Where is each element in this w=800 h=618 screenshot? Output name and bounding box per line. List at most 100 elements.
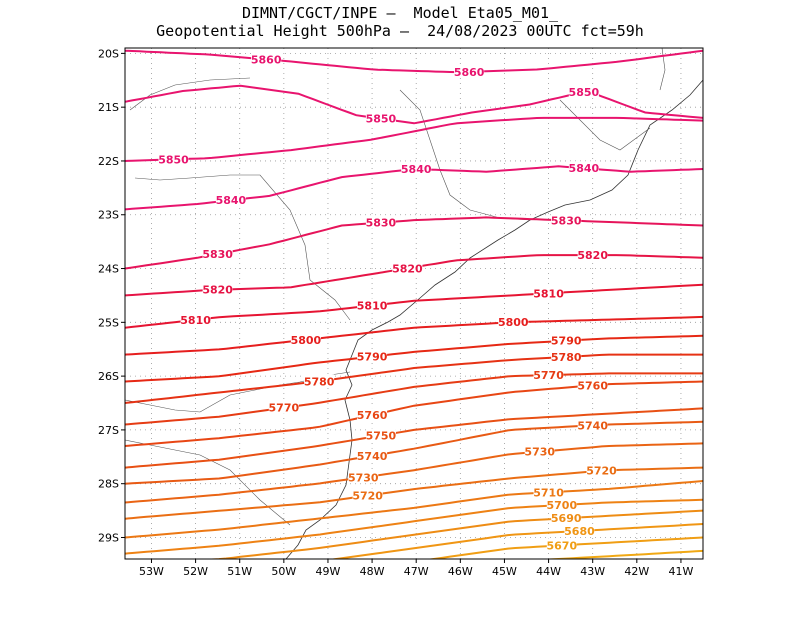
lat-tick-label: 21S [98, 101, 119, 114]
contour-label-bg [202, 282, 233, 296]
lat-tick-label: 24S [98, 263, 119, 276]
contour-label-bg [290, 332, 321, 346]
contour-label-bg [215, 193, 246, 207]
contour-line-5750 [125, 407, 703, 469]
lon-tick-label: 46W [448, 565, 473, 578]
contour-label: 5700 [546, 499, 577, 512]
state-border [399, 89, 531, 221]
lon-tick-label: 41W [669, 565, 694, 578]
contour-line-5700 [125, 498, 703, 555]
contour-label: 5830 [551, 214, 582, 227]
contour-line-5850 [125, 116, 703, 162]
contour-labels: 5860 5860 5850 5850 5850 5840 5840 5840 5830 5830… [158, 52, 617, 552]
contour-label: 5790 [357, 351, 388, 364]
contour-label-bg [352, 488, 383, 502]
contour-label: 5750 [366, 429, 397, 442]
lon-tick-label: 42W [624, 565, 649, 578]
contour-label-bg [365, 215, 396, 229]
lat-tick-label: 25S [98, 316, 119, 329]
contour-label: 5820 [577, 249, 608, 262]
contour-label: 5800 [291, 334, 322, 347]
contour-label-bg [564, 523, 595, 537]
contour-line-5770 [125, 372, 703, 426]
contour-label: 5690 [551, 512, 582, 525]
contour-label-bg [392, 261, 423, 275]
contour-label: 5740 [577, 419, 608, 432]
contour-label: 5780 [551, 351, 582, 364]
contour-label-bg [546, 538, 577, 552]
coastline [285, 79, 703, 559]
contour-label-bg [577, 418, 608, 432]
contour-label: 5760 [357, 409, 388, 422]
lat-tick-label: 20S [98, 47, 119, 60]
contour-label: 5810 [533, 287, 564, 300]
state-border [125, 439, 291, 526]
state-border [134, 174, 351, 321]
contour-label: 5800 [498, 316, 529, 329]
contour-label-bg [365, 428, 396, 442]
lon-tick-label: 45W [492, 565, 517, 578]
contour-label: 5710 [533, 486, 564, 499]
contour-line-5860 [125, 49, 703, 74]
contour-line-5670 [426, 536, 703, 559]
contour-label: 5730 [348, 471, 379, 484]
contour-line-5780 [125, 353, 703, 404]
contour-label-bg [577, 248, 608, 262]
contour-label: 5830 [202, 248, 233, 261]
lon-tick-label: 44W [536, 565, 561, 578]
contour-label: 5740 [357, 450, 388, 463]
contour-line-5790 [125, 334, 703, 383]
contour-label-bg [454, 64, 485, 78]
contour-line-5800 [125, 315, 703, 356]
contour-label: 5840 [401, 163, 432, 176]
title-line-2: Geopotential Height 500hPa – 24/08/2023 … [156, 22, 644, 40]
lon-tick-label: 53W [139, 565, 164, 578]
contour-label: 5840 [569, 162, 600, 175]
contour-label: 5820 [392, 262, 423, 275]
lat-tick-label: 29S [98, 531, 119, 544]
state-border [659, 48, 666, 91]
contour-label-bg [533, 485, 564, 499]
lat-lon-grid [125, 48, 703, 559]
contour-label: 5860 [251, 53, 282, 66]
contour-label-bg [551, 333, 582, 347]
contour-label: 5850 [366, 113, 397, 126]
contour-label: 5790 [551, 335, 582, 348]
contour-label-bg [546, 498, 577, 512]
state-border [559, 99, 651, 151]
contour-line-5680 [329, 523, 703, 559]
contour-label-bg [586, 463, 617, 477]
contour-label: 5850 [158, 153, 189, 166]
map-title: DIMNT/CGCT/INPE – Model Eta05_M01_ Geopo… [0, 4, 800, 40]
lon-tick-label: 51W [227, 565, 252, 578]
lat-tick-label: 27S [98, 424, 119, 437]
contour-label: 5810 [357, 299, 388, 312]
contour-label: 5720 [586, 465, 617, 478]
lon-tick-label: 48W [360, 565, 385, 578]
contour-label-bg [524, 444, 555, 458]
contour-line-5850 [125, 84, 703, 125]
contour-label-bg [158, 152, 189, 166]
lat-tick-label: 23S [98, 209, 119, 222]
contour-line-5730 [125, 442, 703, 504]
contour-label: 5830 [366, 217, 397, 230]
coastline-and-borders [125, 48, 703, 559]
state-border [129, 77, 251, 111]
contour-label: 5680 [564, 525, 595, 538]
lon-tick-label: 43W [580, 565, 605, 578]
contour-label-bg [551, 349, 582, 363]
map-frame [124, 47, 704, 560]
contour-label: 5820 [202, 284, 233, 297]
contour-label-bg [498, 315, 529, 329]
contour-label: 5730 [524, 446, 555, 459]
contour-line-5810 [125, 283, 703, 329]
contour-label-bg [357, 408, 388, 422]
contour-label-bg [551, 213, 582, 227]
contour-label-bg [365, 111, 396, 125]
contour-label-bg [577, 378, 608, 392]
contour-label: 5780 [304, 375, 335, 388]
contour-label: 5840 [216, 194, 247, 207]
contour-label-bg [357, 349, 388, 363]
contour-label-bg [304, 374, 335, 388]
